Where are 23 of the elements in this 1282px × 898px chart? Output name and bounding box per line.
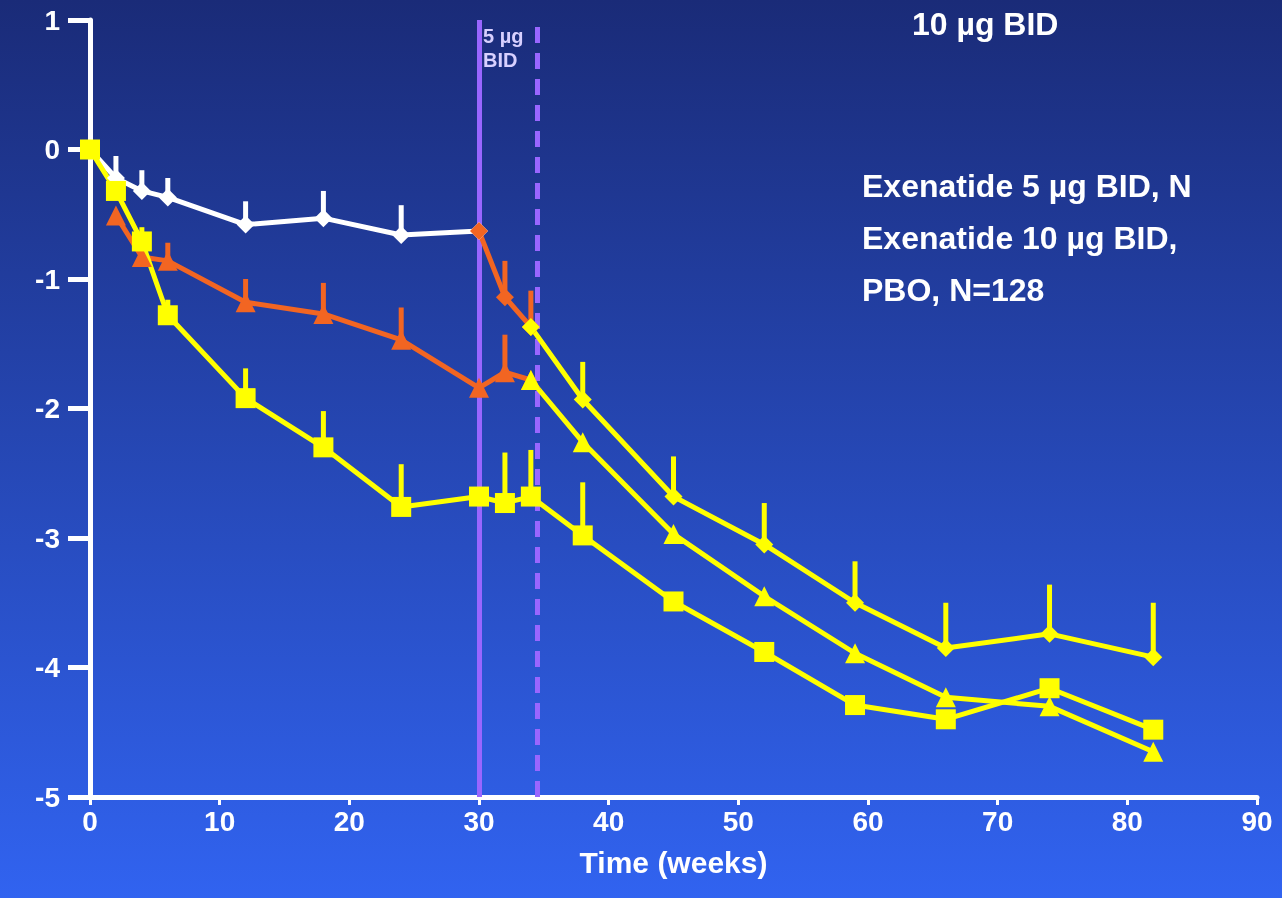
x-tick-label: 10 — [204, 805, 236, 837]
x-tick-label: 70 — [982, 805, 1014, 837]
annotation: 10 µg BID — [912, 6, 1059, 42]
x-tick-label: 60 — [852, 805, 884, 837]
x-tick-label: 90 — [1241, 805, 1273, 837]
y-tick-label: 1 — [44, 4, 60, 36]
y-tick-label: -2 — [35, 393, 60, 424]
ref-line-label: 5 µg BID — [483, 25, 529, 71]
x-tick-label: 40 — [593, 805, 625, 837]
y-tick-label: -4 — [35, 652, 61, 683]
x-tick-label: 20 — [333, 805, 365, 837]
x-tick-label: 80 — [1111, 805, 1143, 837]
x-axis-title: Time (weeks) — [579, 845, 768, 879]
x-tick-label: 50 — [722, 805, 754, 837]
annotation: Exenatide 10 µg BID, — [862, 220, 1178, 256]
annotation: Exenatide 5 µg BID, N — [862, 168, 1192, 204]
annotation: PBO, N=128 — [862, 272, 1045, 308]
y-tick-label: -3 — [35, 522, 60, 554]
x-tick-label: 30 — [463, 805, 495, 837]
y-tick-label: -1 — [35, 263, 60, 295]
x-tick-label: 0 — [82, 805, 98, 837]
y-tick-label: 0 — [44, 134, 60, 165]
y-tick-label: -5 — [35, 781, 60, 813]
